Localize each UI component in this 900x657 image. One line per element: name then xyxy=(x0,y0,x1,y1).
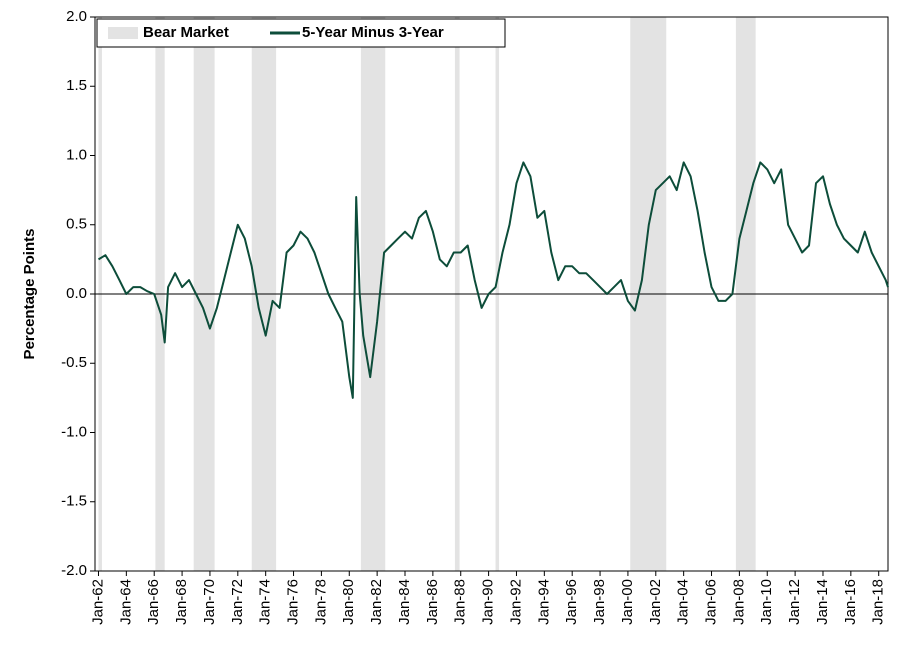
x-tick-label: Jan-64 xyxy=(117,579,134,625)
x-tick-label: Jan-02 xyxy=(647,579,664,625)
x-tick-label: Jan-96 xyxy=(563,579,580,625)
y-tick-label: -2.0 xyxy=(61,562,87,579)
x-tick-label: Jan-82 xyxy=(368,579,385,625)
x-tick-label: Jan-84 xyxy=(396,579,413,625)
y-tick-label: 2.0 xyxy=(66,8,87,25)
x-tick-label: Jan-80 xyxy=(340,579,357,625)
legend-label: Bear Market xyxy=(143,24,229,41)
x-tick-label: Jan-18 xyxy=(870,579,887,625)
x-tick-label: Jan-66 xyxy=(145,579,162,625)
y-tick-label: 1.0 xyxy=(66,146,87,163)
legend: Bear Market 5-Year Minus 3-Year xyxy=(96,18,506,48)
y-tick-label: -1.0 xyxy=(61,423,87,440)
x-tick-label: Jan-16 xyxy=(842,579,859,625)
x-tick-label: Jan-88 xyxy=(452,579,469,625)
x-tick-label: Jan-00 xyxy=(619,579,636,625)
legend-label: 5-Year Minus 3-Year xyxy=(302,24,444,41)
y-tick-label: -1.5 xyxy=(61,493,87,510)
x-tick-label: Jan-70 xyxy=(201,579,218,625)
x-tick-label: Jan-68 xyxy=(173,579,190,625)
y-tick-label: 1.5 xyxy=(66,77,87,94)
x-tick-label: Jan-62 xyxy=(89,579,106,625)
x-tick-label: Jan-10 xyxy=(758,579,775,625)
x-tick-label: Jan-08 xyxy=(730,579,747,625)
x-tick-label: Jan-92 xyxy=(507,579,524,625)
x-tick-label: Jan-72 xyxy=(229,579,246,625)
x-tick-label: Jan-14 xyxy=(814,579,831,625)
x-tick-label: Jan-78 xyxy=(312,579,329,625)
x-tick-label: Jan-98 xyxy=(591,579,608,625)
legend-swatch xyxy=(108,27,138,39)
x-tick-label: Jan-12 xyxy=(786,579,803,625)
legend-box xyxy=(96,18,506,48)
y-tick-label: 0.0 xyxy=(66,285,87,302)
x-tick-label: Jan-76 xyxy=(285,579,302,625)
data-line xyxy=(97,161,889,399)
x-tick-label: Jan-74 xyxy=(257,579,274,625)
x-tick-label: Jan-94 xyxy=(535,579,552,625)
x-tick-label: Jan-06 xyxy=(702,579,719,625)
bear-shading xyxy=(98,17,756,571)
x-tick-label: Jan-90 xyxy=(480,579,497,625)
y-tick-label: 0.5 xyxy=(66,216,87,233)
x-tick-label: Jan-86 xyxy=(424,579,441,625)
y-tick-label: -0.5 xyxy=(61,354,87,371)
x-tick-label: Jan-04 xyxy=(675,579,692,625)
y-axis-label: Percentage Points xyxy=(21,229,38,360)
